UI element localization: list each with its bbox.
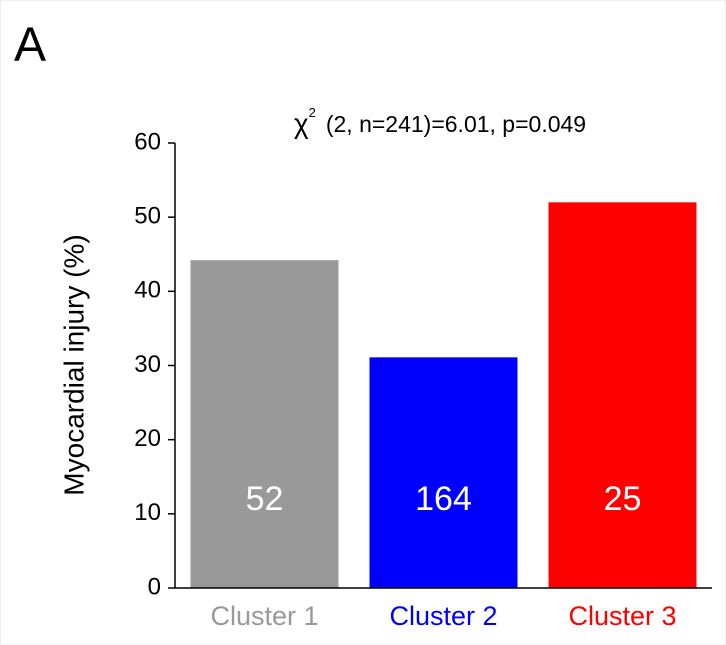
title-symbol: χ bbox=[294, 108, 309, 139]
bar-count-label: 25 bbox=[604, 480, 642, 518]
title-superscript: 2 bbox=[309, 105, 316, 120]
y-tick-label: 50 bbox=[134, 203, 161, 230]
y-tick-label: 0 bbox=[148, 573, 161, 600]
bar bbox=[548, 202, 697, 589]
title-text: (2, n=241)=6.01, p=0.049 bbox=[326, 111, 586, 137]
y-tick-label: 60 bbox=[134, 128, 161, 155]
x-tick-label: Cluster 3 bbox=[568, 601, 676, 631]
bar-count-label: 52 bbox=[246, 480, 284, 518]
y-tick-label: 30 bbox=[134, 351, 161, 378]
x-tick-label: Cluster 2 bbox=[389, 601, 497, 631]
panel-label: A bbox=[14, 19, 46, 72]
bar-count-label: 164 bbox=[415, 480, 472, 518]
bar bbox=[369, 357, 518, 588]
y-tick-label: 10 bbox=[134, 499, 161, 526]
y-tick-label: 40 bbox=[134, 277, 161, 304]
chart-title: χ2 (2, n=241)=6.01, p=0.049 bbox=[294, 105, 586, 139]
y-tick-label: 20 bbox=[134, 425, 161, 452]
x-tick-label: Cluster 1 bbox=[210, 601, 318, 631]
bar bbox=[190, 260, 339, 588]
y-axis-label: Myocardial injury (%) bbox=[58, 234, 89, 495]
